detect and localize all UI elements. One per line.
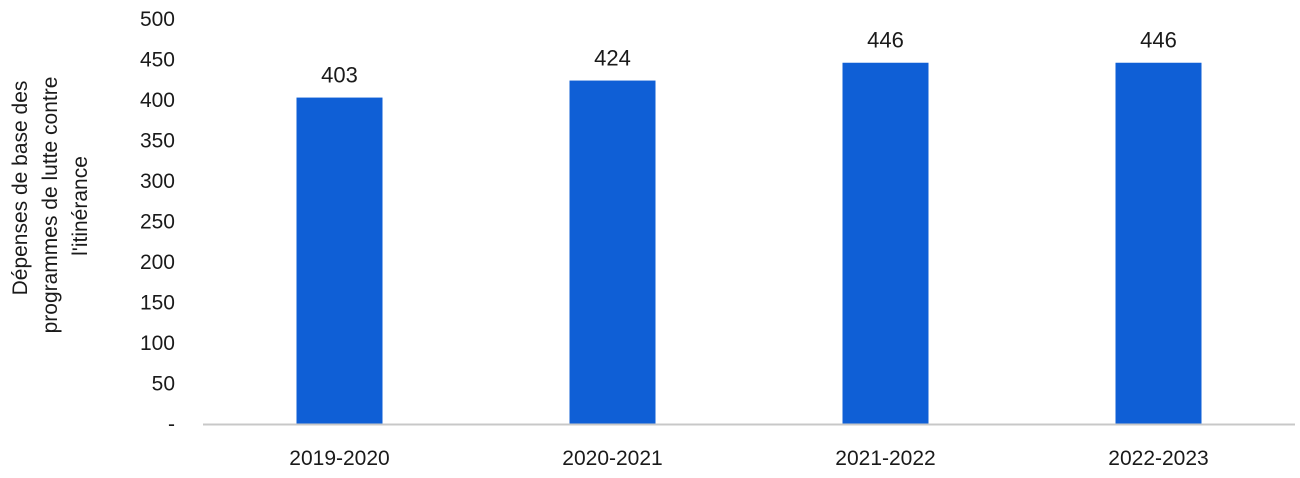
bar <box>842 62 929 425</box>
y-tick-label: 150 <box>140 292 175 315</box>
y-tick-label: 450 <box>140 49 175 72</box>
x-axis-ticks: 2019-2020 2020-2021 2021-2022 2022-2023 <box>289 447 1208 470</box>
y-tick-label: 500 <box>140 8 175 31</box>
bar-value-label: 424 <box>594 46 631 71</box>
bar-value-label: 446 <box>867 28 904 53</box>
y-axis-title: Dépenses de base des programmes de lutte… <box>9 77 92 334</box>
y-axis-ticks: - 50 100 150 200 250 300 350 400 450 500 <box>140 8 175 436</box>
x-tick-label: 2021-2022 <box>835 447 935 470</box>
x-tick-label: 2022-2023 <box>1108 447 1208 470</box>
bar-value-label: 446 <box>1140 28 1177 53</box>
bar <box>1115 62 1202 425</box>
y-axis-title-line-2: programmes de lutte contre <box>39 77 62 334</box>
y-axis-title-line-3: l'itinérance <box>69 156 92 256</box>
y-tick-label: 250 <box>140 211 175 234</box>
y-tick-label: 200 <box>140 251 175 274</box>
y-axis-title-line-1: Dépenses de base des <box>9 81 32 296</box>
bar <box>296 97 383 424</box>
x-tick-label: 2019-2020 <box>289 447 389 470</box>
y-tick-label: 350 <box>140 130 175 153</box>
bars <box>296 62 1202 425</box>
y-tick-label: 100 <box>140 332 175 355</box>
data-labels: 403 424 446 446 <box>321 28 1177 88</box>
y-tick-label: 300 <box>140 170 175 193</box>
y-tick-label: - <box>168 413 175 436</box>
y-tick-label: 400 <box>140 89 175 112</box>
y-tick-label: 50 <box>152 373 175 396</box>
bar-value-label: 403 <box>321 63 358 88</box>
bar <box>569 80 656 424</box>
x-tick-label: 2020-2021 <box>562 447 662 470</box>
